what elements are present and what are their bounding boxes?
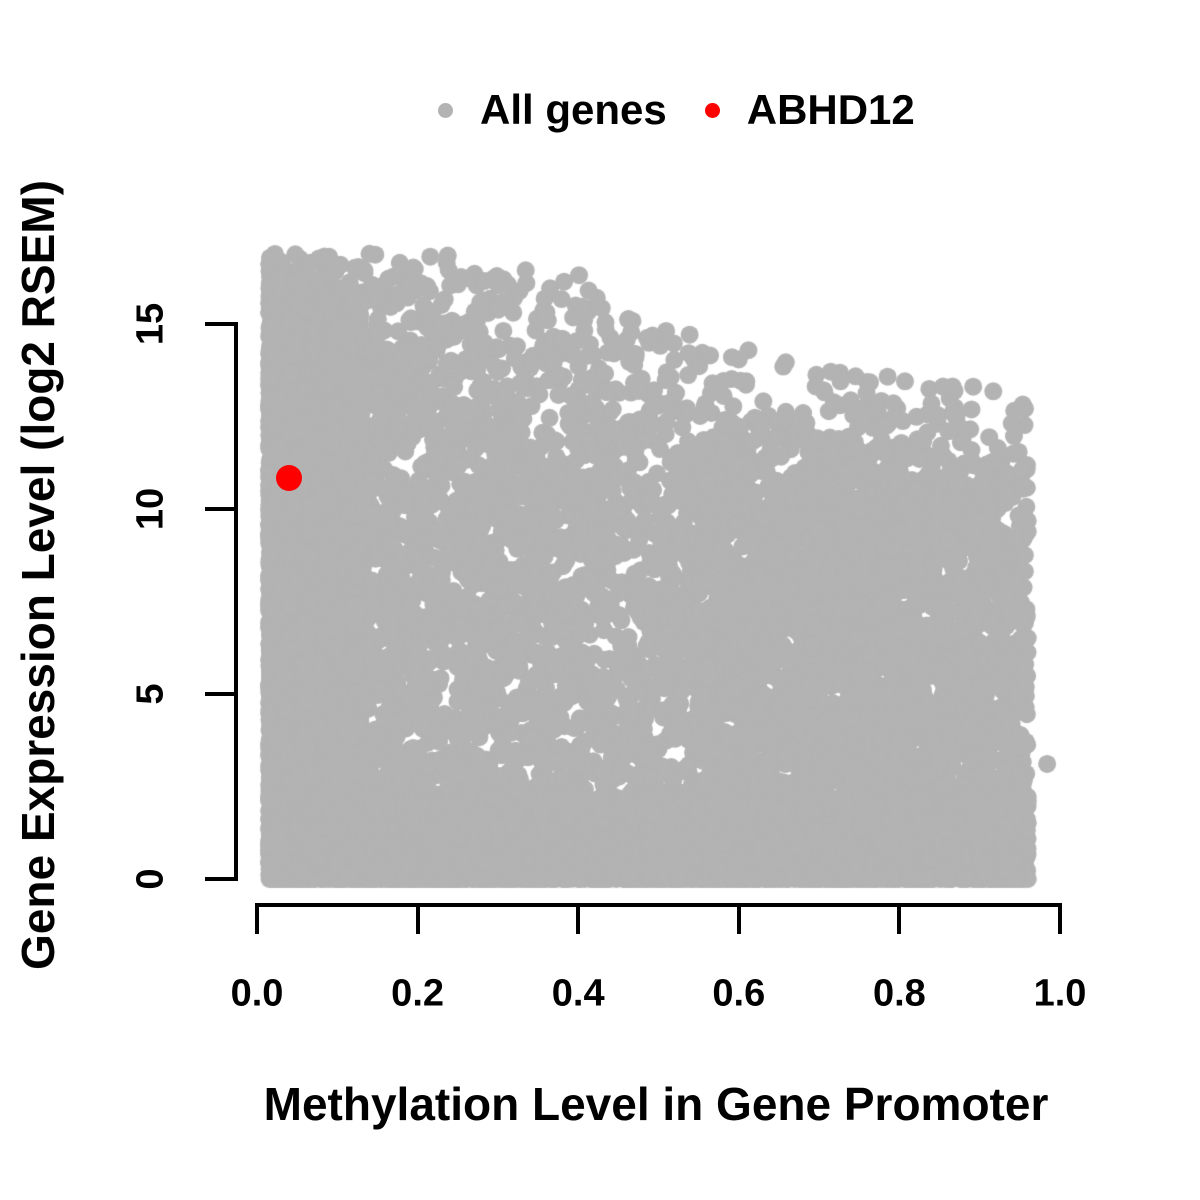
x-tick-mark bbox=[1058, 903, 1062, 934]
legend-label-abhd12: ABHD12 bbox=[746, 86, 915, 133]
x-axis-title: Methylation Level in Gene Promoter bbox=[263, 1078, 1049, 1130]
y-tick-label: 5 bbox=[129, 683, 172, 705]
abhd12-point bbox=[276, 464, 303, 491]
x-tick-label: 0.4 bbox=[551, 972, 605, 1015]
x-tick-mark bbox=[897, 903, 902, 934]
x-tick-label: 0.0 bbox=[230, 972, 284, 1015]
y-tick-mark bbox=[205, 322, 236, 326]
y-tick-label: 15 bbox=[129, 302, 172, 346]
legend-marker-all-genes-icon bbox=[438, 102, 453, 118]
x-tick-label: 1.0 bbox=[1033, 972, 1087, 1015]
x-tick-label: 0.2 bbox=[391, 972, 445, 1015]
legend: All genes ABHD12 bbox=[438, 84, 915, 136]
y-tick-label: 10 bbox=[129, 487, 172, 531]
legend-label-all-genes: All genes bbox=[480, 86, 667, 133]
x-tick-mark bbox=[736, 903, 741, 934]
x-tick-mark bbox=[576, 903, 581, 934]
y-axis-title: Gene Expression Level (log2 RSEM) bbox=[12, 180, 64, 970]
y-tick-mark bbox=[205, 877, 236, 881]
y-tick-mark bbox=[205, 692, 236, 696]
x-axis-line bbox=[255, 903, 1062, 907]
y-axis-line bbox=[234, 322, 238, 881]
legend-marker-abhd12-icon bbox=[704, 102, 720, 118]
y-tick-mark bbox=[205, 507, 236, 511]
x-tick-label: 0.8 bbox=[872, 972, 926, 1015]
y-tick-label: 0 bbox=[129, 868, 172, 890]
x-tick-label: 0.6 bbox=[712, 972, 766, 1015]
x-tick-mark bbox=[255, 903, 259, 934]
x-tick-mark bbox=[415, 903, 420, 934]
